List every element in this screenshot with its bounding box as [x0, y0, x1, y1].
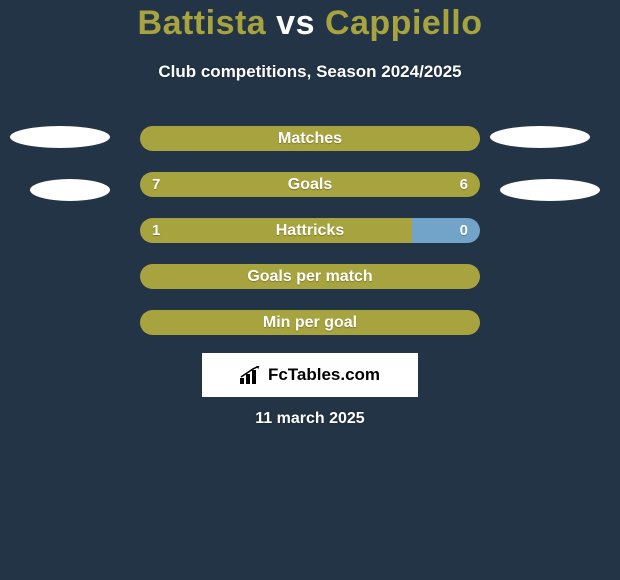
stat-bar: Goals7 6 [140, 172, 480, 197]
stat-bar: Hattricks1 0 [140, 218, 480, 243]
title-player1: Battista [138, 4, 267, 42]
title-player2: Cappiello [325, 4, 483, 42]
bar-label: Goals [140, 172, 480, 197]
page-title: Battista vs Cappiello [0, 4, 620, 43]
date-label: 11 march 2025 [0, 410, 620, 428]
decorative-ellipse [500, 179, 600, 201]
bar-label: Min per goal [140, 310, 480, 335]
bar-label: Goals per match [140, 264, 480, 289]
comparison-infographic: Battista vs Cappiello Club competitions,… [0, 0, 620, 580]
brand-badge: FcTables.com [202, 353, 418, 397]
bar-value-right: 6 [460, 172, 468, 197]
stat-bar: Goals per match [140, 264, 480, 289]
bar-label: Matches [140, 126, 480, 151]
bar-value-left: 1 [152, 218, 160, 243]
title-vs: vs [276, 4, 315, 42]
decorative-ellipse [30, 179, 110, 201]
stat-bar: Matches [140, 126, 480, 151]
subtitle: Club competitions, Season 2024/2025 [0, 62, 620, 82]
bar-value-left: 7 [152, 172, 160, 197]
bar-value-right: 0 [460, 218, 468, 243]
decorative-ellipse [490, 126, 590, 148]
bar-chart-icon [240, 366, 262, 384]
decorative-ellipse [10, 126, 110, 148]
brand-text: FcTables.com [268, 365, 380, 385]
bar-label: Hattricks [140, 218, 480, 243]
stat-bar: Min per goal [140, 310, 480, 335]
